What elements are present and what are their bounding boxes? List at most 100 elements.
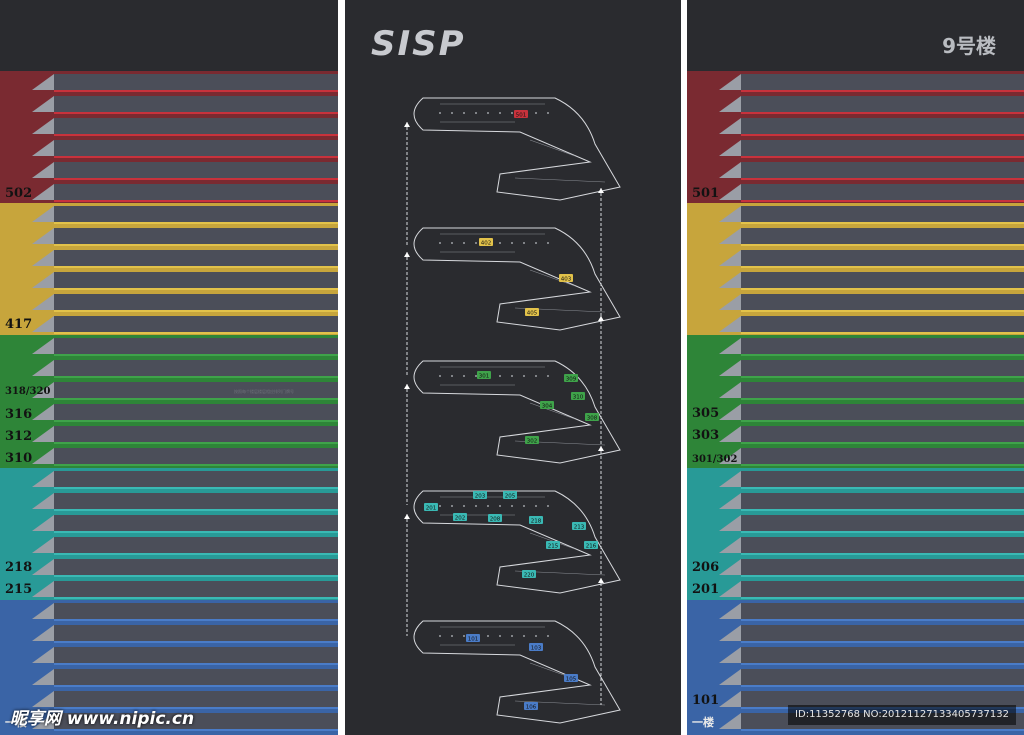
left-label-502: 502 [5,186,33,201]
watermark-site: 昵享网 www.nipic.cn [10,709,195,729]
column-dot [547,112,549,114]
room-name-slot [54,206,338,224]
column-dot [511,242,513,244]
column-dot [499,505,501,507]
room-tag-label: 205 [505,494,516,500]
column-dot [511,375,513,377]
room-row [0,644,338,666]
left-header-band [0,0,338,71]
room-row [0,181,338,203]
column-dot [547,505,549,507]
left-label-312: 312 [5,429,33,444]
room-name-slot [54,581,338,599]
row-arrow-tab [32,360,54,376]
room-name-slot [741,471,1024,489]
row-arrow-tab [719,382,741,398]
room-tag-label: 105 [566,677,577,683]
room-row [0,335,338,357]
column-dot [463,242,465,244]
column-dot [439,505,441,507]
right-label-101: 101 [692,693,720,708]
column-dot [547,242,549,244]
column-dot [439,375,441,377]
floor-zone-3 [0,335,338,468]
column-dot [511,112,513,114]
column-dot [547,635,549,637]
room-name-slot [741,250,1024,268]
room-name-slot [741,294,1024,312]
right-label-305: 305 [692,406,720,421]
left-label-310: 310 [5,451,33,466]
room-row [687,115,1024,137]
room-name-slot [54,493,338,511]
connector-arrow-icon [598,446,604,451]
row-arrow-tab [32,493,54,509]
room-name-slot [741,184,1024,202]
row-arrow-tab [32,228,54,244]
room-name-slot [54,118,338,136]
column-dot [499,242,501,244]
floorplan-outline-3 [413,360,621,464]
connector-arrow-icon [598,578,604,583]
room-row [687,225,1024,247]
row-arrow-tab [32,184,54,200]
row-arrow-tab [719,493,741,509]
room-name-slot [54,603,338,621]
row-arrow-tab [32,140,54,156]
room-row [0,490,338,512]
room-row [687,556,1024,578]
row-arrow-tab [32,272,54,288]
column-dot [487,635,489,637]
row-arrow-tab [719,426,741,442]
row-arrow-tab [32,294,54,310]
room-tag [488,514,502,522]
column-dot [511,505,513,507]
column-dot [439,242,441,244]
column-dot [451,112,453,114]
room-row [0,291,338,313]
row-arrow-tab [32,382,54,398]
right-label-301-302: 301/302 [692,454,738,465]
room-name-slot [741,382,1024,400]
room-tag-label: 213 [574,525,585,531]
row-arrow-tab [719,515,741,531]
room-tag-label: 403 [561,277,572,283]
room-row [0,556,338,578]
room-tag-label: 203 [475,494,486,500]
room-name-slot [54,382,338,400]
room-row [0,357,338,379]
room-name-slot [741,228,1024,246]
row-arrow-tab [32,206,54,222]
row-arrow-tab [32,713,54,729]
room-row [0,600,338,622]
connector-arrow-icon [598,188,604,193]
room-tag-label: 106 [526,705,537,711]
row-arrow-tab [719,360,741,376]
column-dot [451,375,453,377]
row-arrow-tab [32,96,54,112]
connector-arrow-icon [404,122,410,127]
right-label-501: 501 [692,186,720,201]
column-dot [535,112,537,114]
room-row [0,379,338,401]
room-row [687,291,1024,313]
room-name-slot [741,426,1024,444]
row-arrow-tab [32,581,54,597]
row-arrow-tab [719,647,741,663]
room-name-slot [741,140,1024,158]
room-name-slot [741,404,1024,422]
room-tag [529,643,543,651]
room-row [0,666,338,688]
row-arrow-tab [719,184,741,200]
column-dot [463,112,465,114]
room-name-slot [741,625,1024,643]
room-row [0,159,338,181]
row-arrow-tab [719,448,741,464]
left-label-318-320: 318/320 [5,386,51,397]
room-tag-label: 501 [516,113,527,119]
room-tag-label: 309 [566,377,577,383]
room-name-slot [54,272,338,290]
room-tag [564,674,578,682]
room-tag [514,110,528,118]
room-row [0,93,338,115]
